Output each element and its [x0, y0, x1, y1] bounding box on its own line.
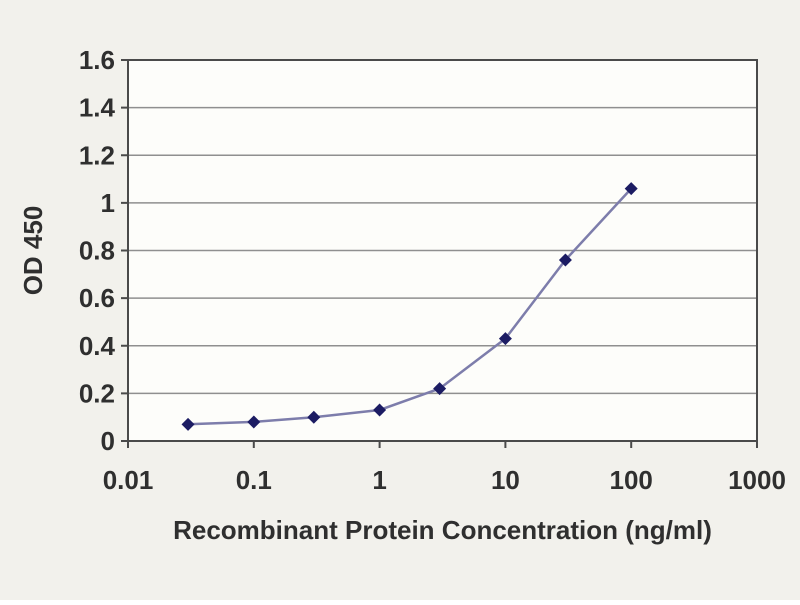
data-point-marker [307, 410, 321, 424]
y-tick-label: 1.6 [79, 45, 115, 75]
data-point-marker [181, 417, 195, 431]
y-tick-label: 0.6 [79, 283, 115, 313]
y-tick-label: 0.2 [79, 378, 115, 408]
x-tick-label: 100 [610, 465, 653, 495]
y-axis-title: OD 450 [18, 206, 48, 296]
x-tick-label: 10 [491, 465, 520, 495]
y-tick-label: 1.2 [79, 140, 115, 170]
x-tick-label: 0.01 [103, 465, 154, 495]
data-point-marker [247, 415, 261, 429]
data-point-marker [433, 382, 447, 396]
y-tick-label: 1 [101, 188, 115, 218]
x-tick-label: 0.1 [236, 465, 272, 495]
x-tick-label: 1 [372, 465, 386, 495]
y-tick-label: 0 [101, 426, 115, 456]
x-axis-title: Recombinant Protein Concentration (ng/ml… [173, 515, 712, 545]
y-tick-label: 1.4 [79, 93, 116, 123]
data-point-marker [373, 403, 387, 417]
y-tick-label: 0.4 [79, 331, 116, 361]
data-point-marker [624, 182, 638, 196]
x-tick-label: 1000 [728, 465, 786, 495]
data-point-marker [558, 253, 572, 267]
data-point-marker [498, 332, 512, 346]
y-tick-label: 0.8 [79, 236, 115, 266]
series-line [187, 187, 633, 426]
